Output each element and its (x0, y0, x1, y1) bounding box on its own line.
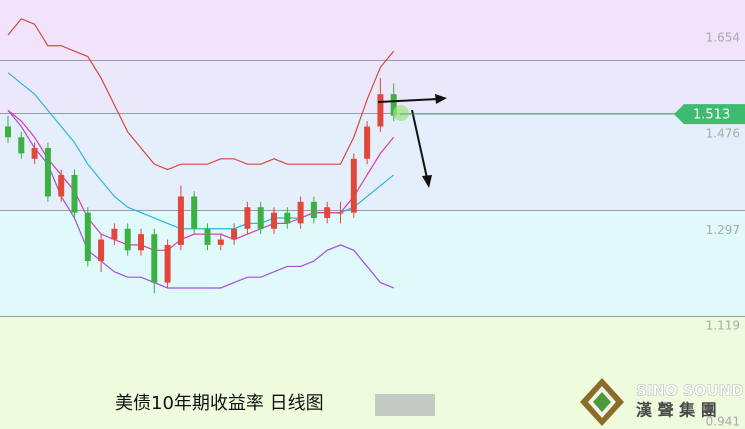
candle-body (111, 228, 118, 240)
logo-name: SINO SOUND (636, 382, 744, 400)
candle-body (151, 234, 158, 283)
indicator-line (7, 109, 394, 289)
candle-body (257, 207, 264, 229)
candle-body (271, 212, 277, 229)
candle-body (177, 196, 184, 245)
candle-body (284, 212, 291, 224)
candle-body (98, 239, 105, 262)
candle-body (364, 126, 371, 159)
candle-body (124, 228, 131, 251)
chart-title: 美债10年期收益率 日线图 (115, 393, 324, 414)
last-price-tag (674, 104, 745, 125)
candle-body (377, 94, 384, 127)
y-tick-label: 1.654 (706, 31, 740, 45)
candle-body (138, 234, 144, 251)
candle-body (191, 196, 198, 229)
y-tick-label: 0.941 (706, 415, 740, 429)
candle-body (18, 137, 25, 154)
candle-body (31, 148, 38, 159)
candle-body (164, 244, 171, 283)
y-tick-label: 1.119 (706, 319, 740, 333)
glow (393, 105, 409, 121)
candle-body (71, 174, 78, 213)
candle-body (337, 212, 344, 214)
candle-body (390, 94, 397, 116)
band (0, 113, 745, 210)
candle-body (58, 174, 65, 197)
arrows (377, 94, 447, 188)
candle-body (310, 201, 317, 218)
last-price-label: 1.513 (693, 108, 730, 123)
candle-body (324, 207, 331, 218)
y-tick-label: 1.297 (706, 223, 740, 237)
candle-body (297, 201, 304, 224)
candle-body (231, 228, 238, 240)
candle-body (204, 228, 211, 245)
band (0, 316, 745, 429)
logo-subtitle: 漢 聲 集 團 (636, 401, 717, 420)
candle-body (244, 207, 251, 229)
candle-body (5, 126, 11, 138)
blur (375, 394, 435, 416)
plot: 1.654 1.476 1.297 1.119 0.941 (5, 18, 740, 429)
y-tick-label: 1.476 (706, 127, 740, 141)
band-lines (0, 60, 745, 317)
indicator-line (7, 18, 395, 171)
logo-mark (580, 378, 624, 426)
candle-body (84, 212, 91, 262)
band (0, 0, 745, 60)
candle-body (350, 158, 357, 213)
band (0, 210, 745, 316)
candle-body (44, 148, 51, 197)
candle-body (217, 239, 224, 245)
